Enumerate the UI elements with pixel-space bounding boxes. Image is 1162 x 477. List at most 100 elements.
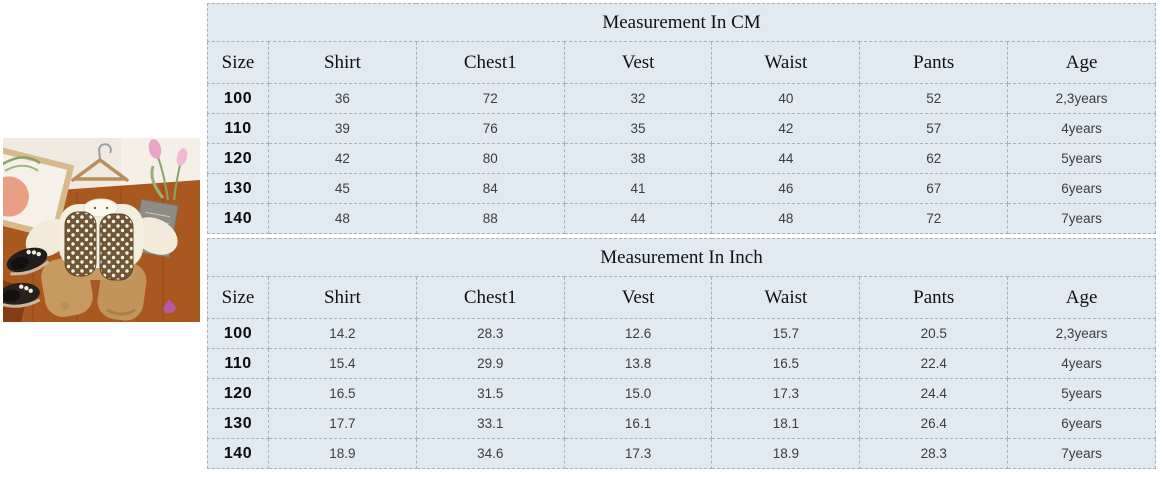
value-cell: 14.2	[268, 318, 417, 349]
value-cell: 13.8	[563, 348, 713, 379]
size-table: Measurement In Inch Size Shirt Chest1 Vest Wa…	[207, 238, 1156, 469]
table-row: 100 36 72 32 40 52 2,3years	[207, 83, 1156, 114]
value-cell: 32	[563, 83, 713, 114]
value-cell: 48	[268, 203, 417, 234]
column-header-pants: Pants	[859, 41, 1009, 84]
value-cell: 15.7	[711, 318, 861, 349]
value-cell: 80	[415, 143, 565, 174]
value-cell: 17.7	[268, 408, 417, 439]
value-cell: 67	[859, 173, 1009, 204]
value-cell: 31.5	[415, 378, 565, 409]
value-cell: 16.5	[268, 378, 417, 409]
cm-table-container: Measurement In CM Size Shirt Chest1 Vest Wais…	[207, 3, 1156, 234]
table-title: Measurement In Inch	[207, 238, 1156, 277]
size-table: Measurement In CM Size Shirt Chest1 Vest Wais…	[207, 3, 1156, 234]
size-cell: 120	[207, 143, 269, 174]
column-header-chest1: Chest1	[415, 276, 565, 319]
column-header-age: Age	[1007, 41, 1156, 84]
table-row: 140 48 88 44 48 72 7years	[207, 203, 1156, 234]
table-row: 110 39 76 35 42 57 4years	[207, 113, 1156, 144]
value-cell: 16.1	[563, 408, 713, 439]
column-header-vest: Vest	[563, 41, 713, 84]
value-cell: 40	[711, 83, 861, 114]
value-cell: 38	[563, 143, 713, 174]
product-shoes	[3, 247, 50, 308]
value-cell: 39	[268, 113, 417, 144]
value-cell: 22.4	[859, 348, 1009, 379]
clothes-hanger	[71, 143, 129, 182]
value-cell: 45	[268, 173, 417, 204]
value-cell: 18.1	[711, 408, 861, 439]
size-cell: 140	[207, 203, 269, 234]
value-cell: 6years	[1007, 408, 1156, 439]
column-header-shirt: Shirt	[268, 41, 417, 84]
value-cell: 6years	[1007, 173, 1156, 204]
pink-toy	[163, 299, 176, 314]
value-cell: 18.9	[711, 438, 861, 469]
value-cell: 16.5	[711, 348, 861, 379]
value-cell: 41	[563, 173, 713, 204]
value-cell: 5years	[1007, 378, 1156, 409]
column-header-size: Size	[207, 41, 269, 84]
value-cell: 5years	[1007, 143, 1156, 174]
value-cell: 26.4	[859, 408, 1009, 439]
value-cell: 44	[711, 143, 861, 174]
value-cell: 28.3	[859, 438, 1009, 469]
value-cell: 35	[563, 113, 713, 144]
product-photo-illustration	[3, 138, 200, 322]
value-cell: 84	[415, 173, 565, 204]
value-cell: 46	[711, 173, 861, 204]
value-cell: 17.3	[563, 438, 713, 469]
value-cell: 57	[859, 113, 1009, 144]
value-cell: 48	[711, 203, 861, 234]
value-cell: 44	[563, 203, 713, 234]
column-header-waist: Waist	[711, 41, 861, 84]
value-cell: 52	[859, 83, 1009, 114]
column-header-vest: Vest	[563, 276, 713, 319]
picture-frame	[3, 142, 75, 240]
column-header-age: Age	[1007, 276, 1156, 319]
value-cell: 7years	[1007, 203, 1156, 234]
tulip-flowers	[148, 139, 188, 201]
value-cell: 17.3	[711, 378, 861, 409]
value-cell: 33.1	[415, 408, 565, 439]
value-cell: 2,3years	[1007, 318, 1156, 349]
size-cell: 130	[207, 173, 269, 204]
value-cell: 42	[268, 143, 417, 174]
column-header-size: Size	[207, 276, 269, 319]
value-cell: 28.3	[415, 318, 565, 349]
value-cell: 4years	[1007, 113, 1156, 144]
size-cell: 100	[207, 83, 269, 114]
value-cell: 18.9	[268, 438, 417, 469]
table-row: 120 16.5 31.5 15.0 17.3 24.4 5years	[207, 378, 1156, 409]
table-row: 100 14.2 28.3 12.6 15.7 20.5 2,3years	[207, 318, 1156, 349]
table-row: 130 17.7 33.1 16.1 18.1 26.4 6years	[207, 408, 1156, 439]
size-cell: 110	[207, 113, 269, 144]
value-cell: 15.0	[563, 378, 713, 409]
product-vest	[64, 211, 134, 281]
value-cell: 12.6	[563, 318, 713, 349]
column-header-waist: Waist	[711, 276, 861, 319]
size-cell: 100	[207, 318, 269, 349]
table-row: 130 45 84 41 46 67 6years	[207, 173, 1156, 204]
table-row: 120 42 80 38 44 62 5years	[207, 143, 1156, 174]
value-cell: 7years	[1007, 438, 1156, 469]
value-cell: 36	[268, 83, 417, 114]
value-cell: 4years	[1007, 348, 1156, 379]
size-cell: 140	[207, 438, 269, 469]
table-row: 110 15.4 29.9 13.8 16.5 22.4 4years	[207, 348, 1156, 379]
value-cell: 20.5	[859, 318, 1009, 349]
value-cell: 24.4	[859, 378, 1009, 409]
value-cell: 2,3years	[1007, 83, 1156, 114]
size-cell: 120	[207, 378, 269, 409]
inch-table-container: Measurement In Inch Size Shirt Chest1 Vest Wa…	[207, 238, 1156, 469]
value-cell: 76	[415, 113, 565, 144]
product-photo	[3, 138, 200, 322]
table-row: 140 18.9 34.6 17.3 18.9 28.3 7years	[207, 438, 1156, 469]
measurement-tables: Measurement In CM Size Shirt Chest1 Vest Wais…	[207, 3, 1156, 473]
column-header-chest1: Chest1	[415, 41, 565, 84]
size-cell: 130	[207, 408, 269, 439]
value-cell: 88	[415, 203, 565, 234]
column-header-shirt: Shirt	[268, 276, 417, 319]
